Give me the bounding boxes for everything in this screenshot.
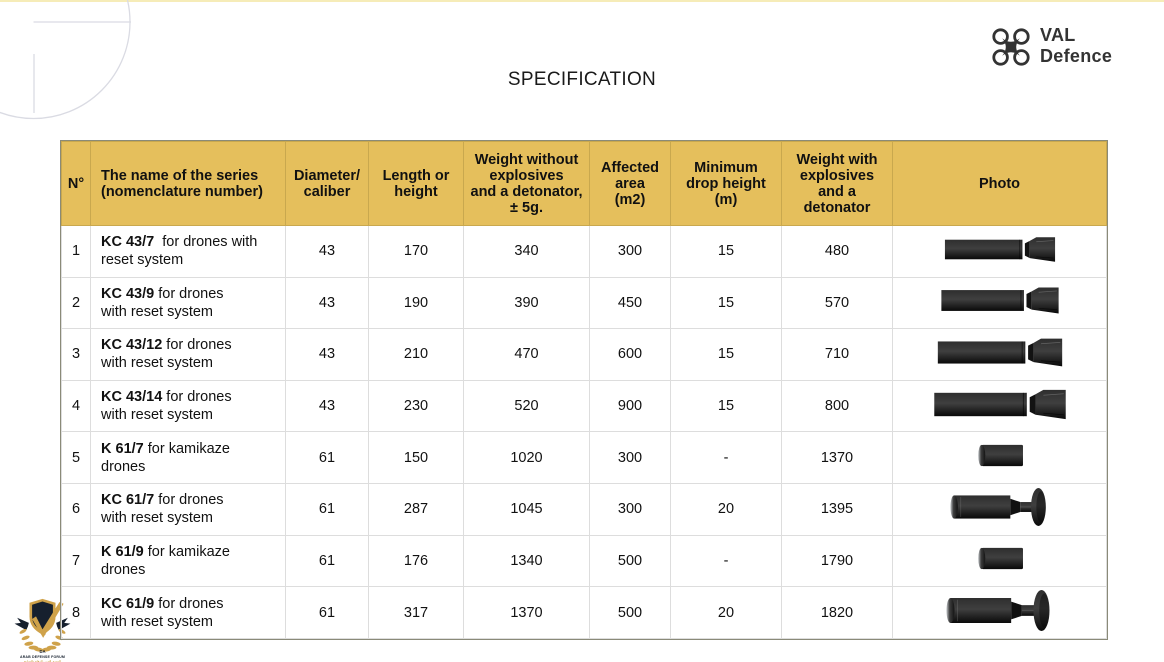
svg-text:DA: DA xyxy=(39,649,45,654)
svg-text:ARAB DEFENSE FORUM: ARAB DEFENSE FORUM xyxy=(20,655,65,659)
